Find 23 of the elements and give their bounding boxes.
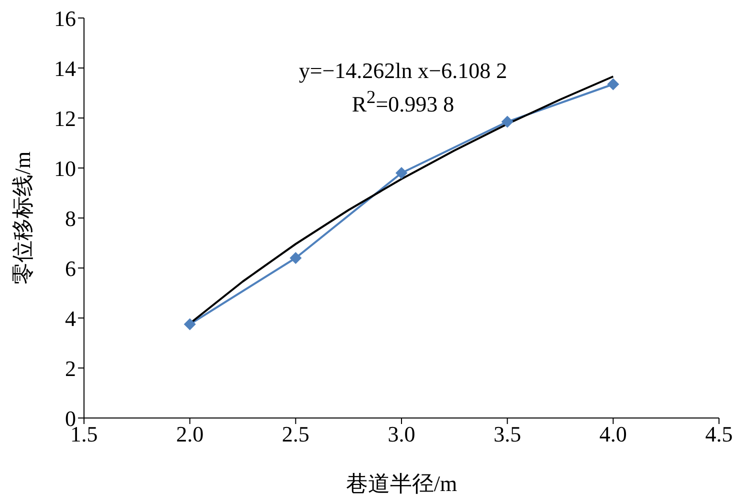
y-tick-label: 8 xyxy=(65,206,76,231)
x-tick-label: 3.0 xyxy=(388,422,416,447)
y-tick-label: 4 xyxy=(65,306,76,331)
y-tick-label: 14 xyxy=(54,56,76,81)
annotation: R$^{2}$=0.993 8 xyxy=(350,86,456,118)
point xyxy=(607,78,620,90)
x-axis-title: 巷道半径/m xyxy=(346,471,458,496)
x-tick-label: 4.5 xyxy=(705,422,733,447)
x-tick-label: 3.5 xyxy=(494,422,522,447)
y-tick-label: 16 xyxy=(54,6,76,31)
x-tick-label: 2.5 xyxy=(282,422,310,447)
y-tick-label: 2 xyxy=(65,356,76,381)
y-axis-title: 零位移标线/m xyxy=(10,151,35,285)
point xyxy=(396,167,408,179)
y-tick-label: 12 xyxy=(54,106,76,131)
y-tick-label: 6 xyxy=(65,256,76,281)
point xyxy=(184,318,196,330)
annotation: y=−14.262ln x−6.108 2 xyxy=(298,58,508,84)
y-tick-label: 10 xyxy=(54,156,76,181)
x-tick-label: 2.0 xyxy=(176,422,204,447)
x-tick-label: 4.0 xyxy=(599,422,627,447)
point xyxy=(290,252,302,264)
point xyxy=(501,116,514,128)
